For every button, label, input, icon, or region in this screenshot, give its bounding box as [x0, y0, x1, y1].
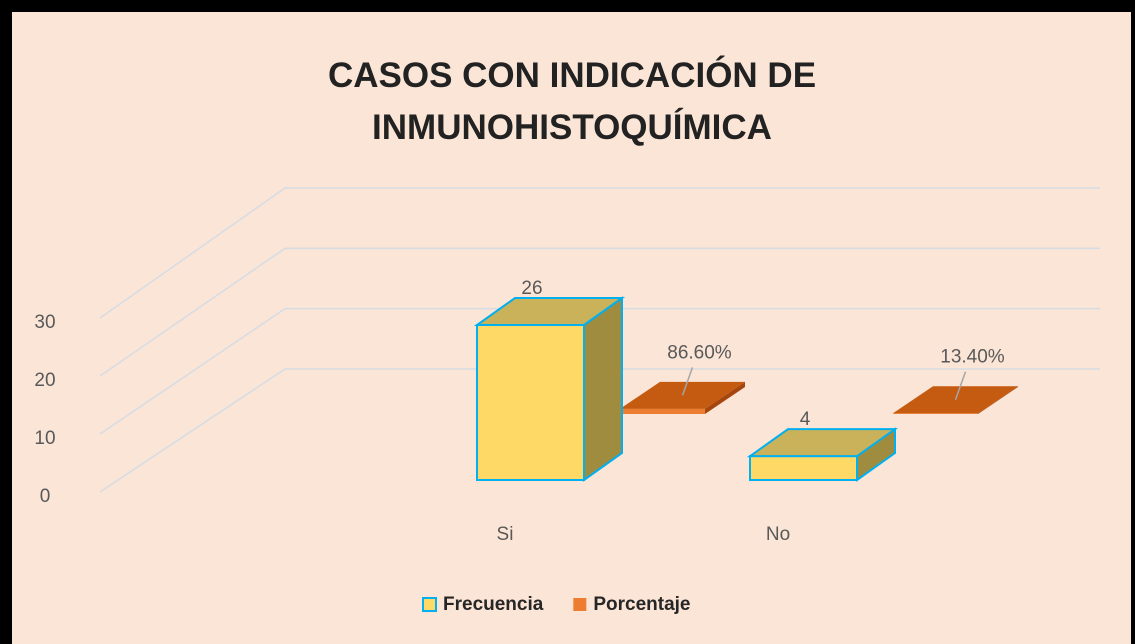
legend-label: Frecuencia	[443, 594, 544, 615]
bar-face	[746, 428, 899, 458]
bar-face	[893, 413, 978, 414]
value-label: 13.40%	[940, 347, 1005, 368]
x-tick-label: Si	[497, 524, 514, 545]
legend-label: Porcentaje	[593, 594, 690, 615]
bar	[473, 296, 626, 482]
grid-line	[99, 307, 1100, 435]
leader-line	[954, 371, 967, 400]
x-tick-label: No	[766, 524, 790, 545]
grid-line	[99, 247, 1100, 377]
bar-face	[705, 381, 745, 414]
y-tick-label: 30	[34, 312, 55, 333]
leader-line	[681, 367, 694, 396]
bar-face	[978, 386, 1018, 414]
bar-face	[749, 455, 858, 481]
y-tick-label: 0	[40, 486, 51, 507]
legend-swatch	[573, 598, 587, 611]
bar	[893, 386, 1018, 414]
y-tick-label: 10	[34, 428, 55, 449]
value-label: 26	[521, 278, 542, 299]
legend-swatch	[422, 597, 437, 612]
grid-line	[99, 187, 1100, 319]
bar-face	[583, 296, 623, 482]
value-label: 4	[800, 409, 811, 430]
bar	[746, 427, 899, 482]
grid-line	[99, 368, 1100, 493]
y-tick-label: 20	[34, 370, 55, 391]
bar-face	[620, 408, 705, 414]
value-label: 86.60%	[667, 342, 732, 363]
bar-face	[473, 297, 626, 326]
bar	[620, 381, 745, 414]
bar-face	[476, 324, 585, 481]
chart-title: CASOS CON INDICACIÓN DE INMUNOHISTOQUÍMI…	[327, 56, 817, 147]
